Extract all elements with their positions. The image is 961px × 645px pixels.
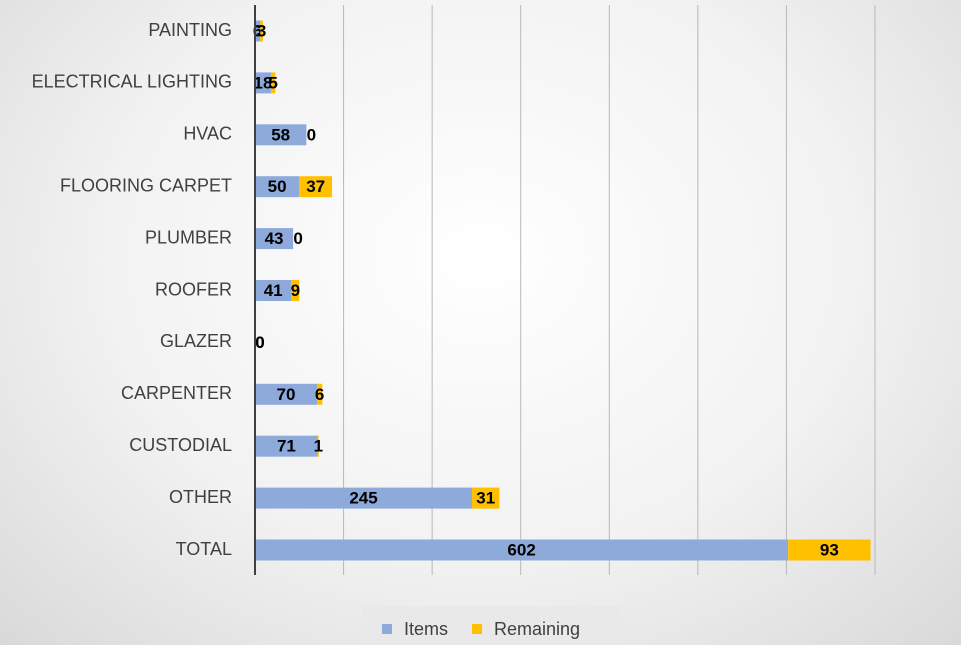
bar-segment <box>472 487 500 509</box>
bar-segment <box>270 72 276 94</box>
data-label: 58 <box>271 125 290 144</box>
bar-segment <box>788 539 871 561</box>
y-tick-label: ELECTRICAL LIGHTING <box>32 72 232 92</box>
data-label: 70 <box>277 385 296 404</box>
bar-segment <box>291 280 300 301</box>
data-label: 50 <box>268 177 287 196</box>
y-tick-label: HVAC <box>183 124 232 144</box>
bar-segment <box>255 176 300 198</box>
data-label: 245 <box>349 489 377 508</box>
data-label: 5 <box>268 73 277 92</box>
y-tick-label: TOTAL <box>176 539 232 559</box>
bar-segment <box>255 228 294 250</box>
data-label: 0 <box>255 333 264 352</box>
y-tick-label: FLOORING CARPET <box>60 175 232 195</box>
data-label: 0 <box>307 125 316 144</box>
bar-segment <box>317 383 323 405</box>
bar-segment <box>299 176 333 198</box>
data-label: 18 <box>254 73 273 92</box>
y-tick-label: PAINTING <box>148 20 232 40</box>
data-label: 71 <box>277 437 296 456</box>
data-label: 602 <box>507 540 535 559</box>
y-tick-label: GLAZER <box>160 331 232 351</box>
y-tick-label: ROOFER <box>155 279 232 299</box>
bar-segment <box>255 539 789 561</box>
bar-segment <box>255 487 472 509</box>
data-label: 43 <box>265 229 284 248</box>
data-label: 37 <box>306 177 325 196</box>
data-label: 0 <box>255 333 264 352</box>
bar-segment <box>255 20 261 42</box>
data-label: 31 <box>476 489 495 508</box>
bar-segment <box>255 383 317 405</box>
data-label: 6 <box>315 385 324 404</box>
data-label: 0 <box>293 229 302 248</box>
data-label: 9 <box>291 281 300 300</box>
data-label: 6 <box>253 21 262 40</box>
y-tick-label: OTHER <box>169 487 232 507</box>
legend-label: Remaining <box>494 619 580 639</box>
bar-segment <box>255 124 307 146</box>
bar-segment <box>317 435 319 457</box>
bar-segment <box>260 20 263 42</box>
y-tick-label: PLUMBER <box>145 227 232 247</box>
legend-box <box>362 606 622 645</box>
data-label: 93 <box>820 540 839 559</box>
y-tick-label: CUSTODIAL <box>129 435 232 455</box>
data-label: 3 <box>257 21 266 40</box>
bar-segment <box>255 72 271 94</box>
legend-swatch <box>472 624 483 634</box>
y-tick-label: CARPENTER <box>121 383 232 403</box>
bar-segment <box>255 435 318 457</box>
legend-label: Items <box>404 619 448 639</box>
data-label: 1 <box>314 437 323 456</box>
legend-swatch <box>382 624 392 634</box>
data-label: 41 <box>264 281 283 300</box>
bar-segment <box>255 280 292 301</box>
